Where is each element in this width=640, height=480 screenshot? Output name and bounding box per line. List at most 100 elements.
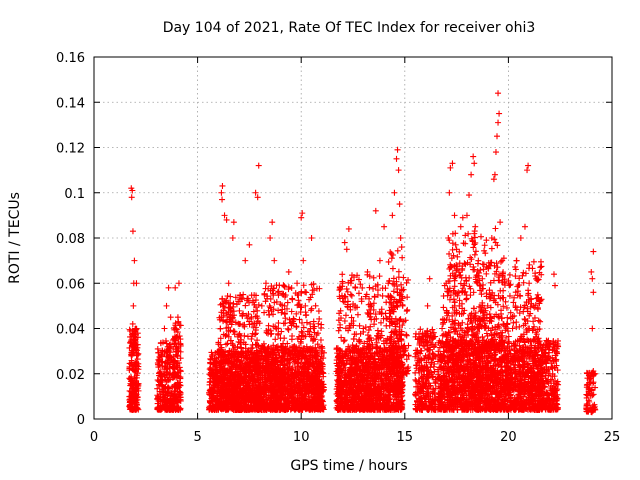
data-point [157, 396, 164, 403]
data-point [403, 331, 410, 338]
data-point [342, 312, 349, 319]
data-point [155, 349, 162, 356]
data-point [385, 258, 392, 265]
data-point [166, 343, 173, 350]
data-point [177, 355, 184, 362]
data-point [126, 399, 133, 406]
data-point [366, 284, 373, 291]
data-point [239, 312, 246, 319]
data-point [339, 271, 346, 278]
data-point [274, 289, 281, 296]
data-point [365, 327, 372, 334]
data-point [176, 392, 183, 399]
data-point [172, 383, 179, 390]
data-point [129, 389, 136, 396]
data-point [176, 359, 182, 366]
data-point [254, 307, 261, 314]
data-point [164, 346, 171, 353]
data-point [165, 377, 172, 384]
data-point [170, 364, 177, 371]
data-point [370, 285, 377, 292]
data-point [129, 347, 136, 354]
data-point [290, 315, 297, 322]
data-point [155, 356, 162, 363]
data-point [157, 339, 164, 346]
data-point [404, 294, 411, 301]
data-point [174, 329, 181, 336]
data-point [236, 307, 243, 314]
data-point [133, 374, 140, 381]
data-point [379, 292, 386, 299]
data-point [134, 405, 141, 412]
data-point [347, 291, 354, 298]
data-point [165, 385, 172, 392]
data-point [303, 289, 310, 296]
data-point [282, 320, 289, 327]
chart-title: Day 104 of 2021, Rate Of TEC Index for r… [163, 20, 536, 36]
data-point [170, 373, 177, 380]
data-point [172, 383, 179, 390]
data-point [157, 405, 164, 412]
data-point [303, 311, 310, 318]
data-point [177, 341, 184, 348]
data-point [133, 352, 140, 359]
data-point [133, 341, 140, 348]
data-point [295, 297, 302, 304]
data-point [272, 336, 279, 343]
data-point [156, 388, 163, 395]
data-point [175, 405, 182, 412]
data-point [224, 340, 231, 347]
data-point [317, 336, 324, 343]
data-point [171, 326, 178, 333]
data-point [163, 353, 170, 360]
data-point [374, 327, 381, 334]
data-point [133, 391, 140, 398]
data-point [133, 401, 140, 408]
data-point [162, 337, 169, 344]
data-point [284, 299, 291, 306]
data-point [230, 328, 237, 335]
data-point [285, 326, 292, 333]
data-point [126, 344, 133, 351]
data-point [166, 353, 173, 360]
data-point [129, 330, 136, 337]
data-point [131, 406, 138, 413]
data-point [289, 333, 296, 340]
data-point [177, 368, 184, 375]
data-point [135, 381, 142, 388]
data-point [293, 324, 300, 331]
data-point [270, 290, 277, 297]
data-point [134, 351, 141, 358]
data-point [284, 325, 291, 332]
data-point [315, 308, 322, 315]
data-point [223, 341, 230, 348]
data-point [163, 369, 170, 376]
data-point [174, 353, 181, 360]
data-point [158, 352, 165, 359]
data-point [288, 285, 295, 292]
data-point [355, 290, 362, 297]
data-point [174, 398, 181, 405]
data-point [133, 365, 140, 372]
data-point [356, 322, 363, 329]
data-points [126, 90, 599, 416]
data-point [156, 406, 163, 413]
data-point [127, 376, 134, 383]
data-point [128, 352, 135, 359]
data-point [312, 302, 319, 309]
data-point [176, 322, 183, 329]
data-point [383, 322, 390, 329]
data-point [289, 296, 296, 303]
data-point [275, 320, 282, 327]
data-point [383, 299, 390, 306]
data-point [352, 284, 359, 291]
data-point [131, 333, 138, 340]
data-point [354, 311, 361, 318]
data-point [174, 406, 181, 413]
data-point [135, 387, 142, 394]
data-point [164, 405, 171, 412]
data-point [177, 374, 184, 381]
data-point [163, 340, 170, 347]
data-point [341, 317, 348, 324]
data-point [316, 315, 323, 322]
